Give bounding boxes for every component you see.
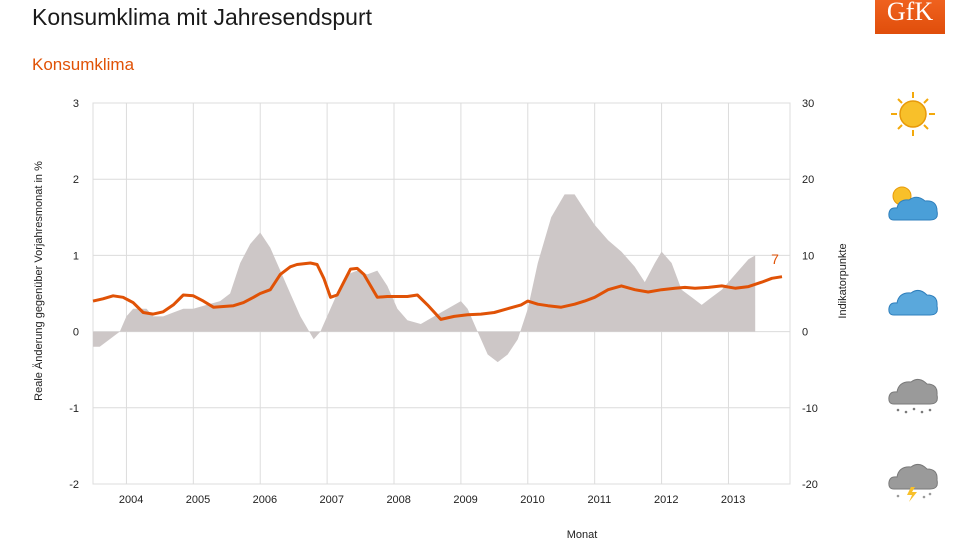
x-tick-label: 2009 (453, 494, 477, 506)
y-axis-right-label: Indikatorpunkte (837, 243, 849, 318)
x-tick-label: 2004 (119, 494, 143, 506)
x-tick-label: 2005 (186, 494, 210, 506)
consumer-climate-line (92, 261, 783, 321)
y-axis-left-label: Reale Änderung gegenüber Vorjahresmonat … (33, 161, 45, 401)
y-right-tick-label: 30 (802, 98, 814, 110)
y-left-tick-label: -1 (69, 403, 79, 415)
sun-icon (891, 92, 935, 136)
x-tick-label: 2011 (588, 494, 612, 506)
y-right-tick-label: 0 (802, 327, 808, 339)
gfk-logo: GfK (875, 0, 945, 34)
x-tick-label: 2012 (654, 494, 678, 506)
y-axis-left: 3 2 1 0 -1 -2 (69, 98, 79, 491)
chart-subtitle: Konsumklima (32, 55, 135, 74)
x-tick-label: 2010 (520, 494, 544, 506)
rain-cloud-icon (888, 378, 938, 414)
x-tick-label: 2007 (320, 494, 344, 506)
plot-border (92, 102, 791, 485)
x-tick-label: 2008 (386, 494, 410, 506)
x-tick-label: 2013 (721, 494, 745, 506)
y-left-tick-label: 0 (73, 327, 79, 339)
x-axis-label: Monat (567, 529, 598, 540)
thunderstorm-cloud-icon (888, 463, 938, 502)
sun-cloud-icon (888, 186, 938, 221)
y-right-tick-label: -10 (802, 403, 818, 415)
y-left-tick-label: 1 (73, 250, 79, 262)
y-right-tick-label: 10 (802, 250, 814, 262)
gdp-change-area (93, 194, 756, 363)
end-value-label: 7 (771, 251, 779, 267)
y-left-tick-label: 3 (73, 98, 79, 110)
y-right-tick-label: 20 (802, 174, 814, 186)
x-tick-label: 2006 (253, 494, 277, 506)
y-left-tick-label: -2 (69, 479, 79, 491)
y-right-tick-label: -20 (802, 479, 818, 491)
chart-title: Konsumklima mit Jahresendspurt (32, 4, 373, 30)
x-axis: 2004 2005 2006 2007 2008 2009 2010 2011 2012 2013 (119, 494, 745, 506)
y-axis-right: 30 20 10 0 -10 -20 (802, 98, 818, 491)
cloud-icon (888, 289, 938, 316)
y-left-tick-label: 2 (73, 174, 79, 186)
